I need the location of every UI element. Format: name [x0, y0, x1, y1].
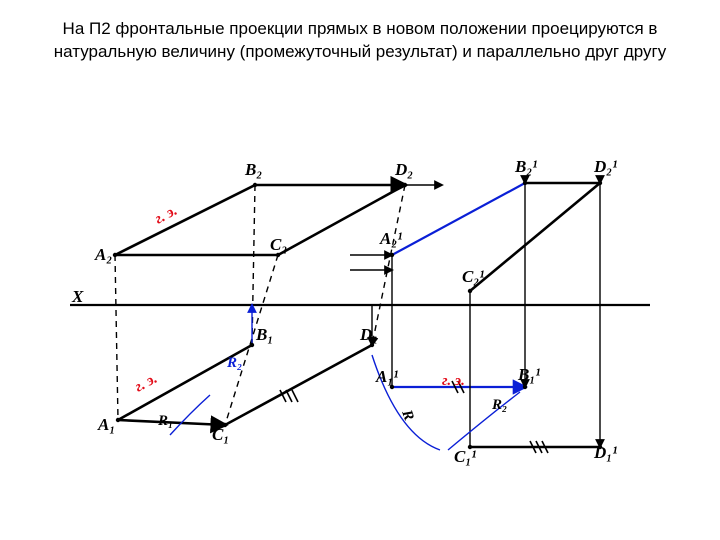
label-B2p: B₂¹: [515, 157, 537, 177]
label-D2: D₂: [395, 160, 413, 180]
label-A1p: A₁¹: [376, 367, 398, 387]
label-A2: A₂: [95, 245, 112, 265]
edge-C2p-D2p: [470, 183, 600, 291]
edge-A2-B2: [115, 185, 255, 255]
label-B2: B₂: [245, 160, 262, 180]
label-X: X: [72, 287, 83, 307]
ticks-C1pD1p: [530, 441, 548, 453]
label-C2p: C₂¹: [462, 267, 484, 287]
label-R2: R₂: [227, 355, 242, 372]
label-D1p: D₁¹: [594, 443, 617, 463]
note-ge3: г. э.: [442, 373, 465, 390]
diagram-canvas: A₂ B₂ C₂ D₂ A₁ B₁ C₁ D₁ A₂¹ B₂¹ C₂¹ D₂¹ …: [0, 95, 720, 525]
label-C1: C₁: [212, 425, 229, 445]
edge-C1-D1: [225, 345, 372, 425]
proj-D2-D1: [372, 185, 405, 345]
label-B1p: B₁¹: [518, 365, 540, 385]
label-R1: R₁: [158, 413, 173, 430]
ticks-left-A1C1: [280, 390, 298, 402]
arc-R2-right: [448, 392, 520, 450]
label-C1p: C₁¹: [454, 447, 476, 467]
diagram-title: На П2 фронтальные проекции прямых в ново…: [0, 0, 720, 64]
label-D2p: D₂¹: [594, 157, 617, 177]
label-B1: B₁: [256, 325, 273, 345]
proj-A2-A1: [115, 255, 118, 420]
arc-R1: [170, 395, 210, 435]
label-D1: D₁: [360, 325, 378, 345]
label-R2p: R₂: [492, 397, 507, 414]
edge-A2p-B2p: [392, 183, 525, 255]
label-A1: A₁: [98, 415, 115, 435]
label-A2p: A₂¹: [380, 229, 402, 249]
label-C2: C₂: [270, 235, 287, 255]
